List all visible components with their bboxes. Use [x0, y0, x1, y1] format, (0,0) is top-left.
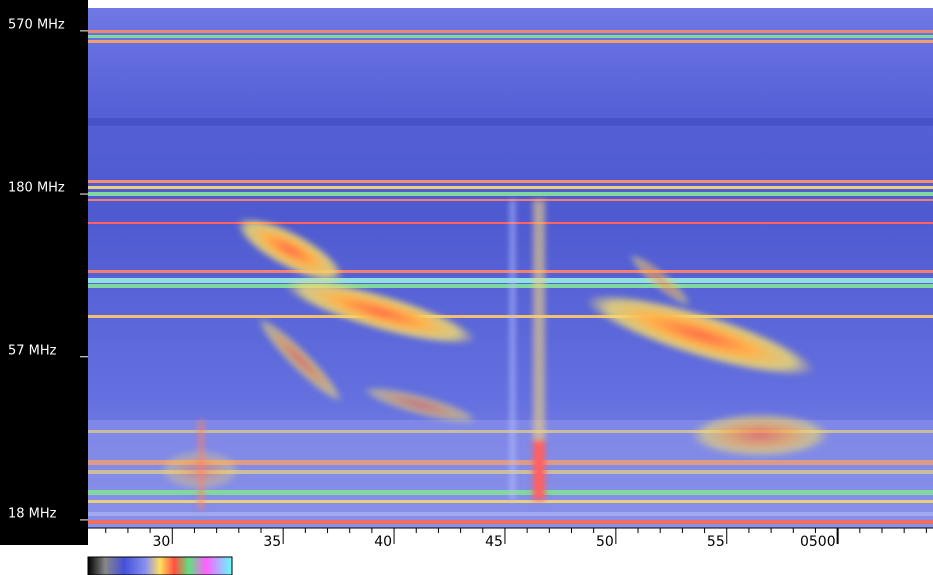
- y-tick-label: 180 MHz: [8, 181, 65, 196]
- y-tick-label: 570 MHz: [8, 17, 65, 32]
- x-tick-label: 50: [596, 534, 614, 550]
- x-tick-label: 45: [485, 534, 503, 550]
- color-scale: [88, 557, 232, 575]
- x-tick-label: 55: [707, 534, 725, 550]
- spectrogram: [88, 8, 933, 528]
- y-tick-label: 57 MHz: [8, 343, 57, 358]
- y-tick-label: 18 MHz: [8, 506, 57, 521]
- x-tick-label: 0500: [800, 534, 836, 550]
- x-tick-label: 35: [263, 534, 281, 550]
- axis-background: [0, 0, 88, 545]
- chart: 570 MHz 180 MHz 57 MHz 18 MHz 30 35 40 45 50 55 05…: [0, 0, 933, 575]
- x-tick-label: 30: [152, 534, 170, 550]
- x-tick-label: 40: [374, 534, 392, 550]
